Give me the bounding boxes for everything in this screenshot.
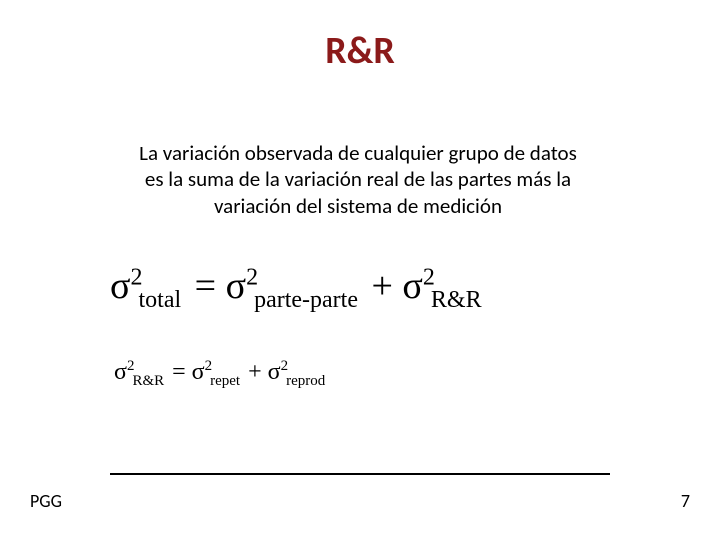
equals-sign: = xyxy=(185,265,225,307)
sigma: σ xyxy=(192,359,205,385)
superscript-2: 2 xyxy=(205,358,213,374)
sigma: σ xyxy=(268,359,281,385)
footer-author: PGG xyxy=(30,490,62,512)
equation-secondary: σ2R&R = σ2repet + σ2reprod xyxy=(114,358,327,390)
footer-page-number: 7 xyxy=(681,490,690,512)
superscript-2: 2 xyxy=(281,358,289,374)
superscript-2: 2 xyxy=(127,358,135,374)
subscript-parte: parte-parte xyxy=(254,287,358,313)
subscript-rr: R&R xyxy=(132,373,164,389)
subscript-repet: repet xyxy=(210,373,240,389)
sigma: σ xyxy=(402,265,422,307)
sigma: σ xyxy=(114,359,127,385)
subscript-rr: R&R xyxy=(431,287,482,313)
subscript-reprod: reprod xyxy=(286,373,325,389)
plus-sign: + xyxy=(362,265,402,307)
subscript-total: total xyxy=(138,287,181,313)
slide-title: R&R xyxy=(0,28,720,74)
sigma: σ xyxy=(110,265,130,307)
equation-main: σ2total = σ2parte-parte + σ2R&R xyxy=(110,264,486,314)
slide: R&R La variación observada de cualquier … xyxy=(0,0,720,540)
plus-sign: + xyxy=(242,359,268,385)
sigma: σ xyxy=(226,265,246,307)
equals-sign: = xyxy=(166,359,192,385)
body-text: La variación observada de cualquier grup… xyxy=(128,140,588,219)
horizontal-rule xyxy=(110,473,610,475)
